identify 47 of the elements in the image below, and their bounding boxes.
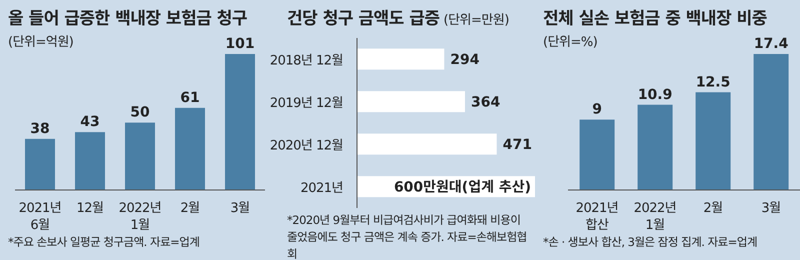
data-label: 10.9	[638, 86, 672, 103]
bar	[125, 122, 155, 190]
chart-subtitle: (단위=%)	[543, 35, 598, 50]
data-label: 9	[592, 102, 602, 118]
data-label: 17.4	[754, 36, 789, 52]
data-label: 61	[180, 90, 200, 106]
x-tick-label: 12월	[76, 201, 104, 216]
bar	[357, 91, 465, 112]
y-tick-label: 2020년 12월	[270, 138, 343, 154]
x-tick-label: 2022년 1월	[634, 201, 676, 233]
data-label: 38	[30, 120, 50, 137]
x-tick-label: 2022년 1월	[118, 201, 162, 233]
bar	[754, 54, 789, 190]
chart-title: 건당 청구 금액도 급증	[287, 9, 440, 29]
x-tick-label: 2021년 합산	[576, 201, 618, 233]
y-tick-label: 2021년	[300, 180, 343, 196]
bar	[175, 108, 205, 190]
bar	[580, 120, 615, 190]
x-tick-label: 2021년 6월	[18, 201, 62, 233]
text: *2020년 9월부터 비급여검사비가 급여화돼 비용이 줄었음에도 청구 금액은 계속 증가. 자료=손해보험협회	[287, 212, 528, 260]
data-label: 471	[502, 137, 532, 154]
bar	[638, 104, 673, 190]
text: *손 · 생보사 합산, 3월은 잠정 집계. 자료=업계	[543, 234, 758, 251]
chart-subtitle: (단위=억원)	[8, 35, 74, 50]
x-tick-label: 3월	[230, 201, 250, 216]
data-label: 294	[450, 52, 480, 68]
data-label: 364	[470, 94, 500, 111]
bar	[696, 92, 731, 190]
chart-subtitle: (단위=만원)	[444, 13, 509, 28]
x-tick-label: 2월	[703, 201, 723, 216]
bar	[357, 48, 444, 70]
data-label: 50	[130, 104, 150, 121]
bar	[25, 138, 55, 190]
bar	[75, 132, 105, 190]
y-tick-label: 2018년 12월	[270, 53, 343, 68]
chart-title: 올 들어 급증한 백내장 보험금 청구	[8, 9, 248, 29]
x-tick-label: 3월	[761, 201, 781, 216]
data-label: 12.5	[696, 74, 730, 90]
text: *주요 손보사 일평균 청구금액. 자료=업계	[8, 234, 200, 251]
x-tick-label: 2월	[180, 201, 200, 216]
bar	[225, 54, 255, 190]
data-label: 101	[225, 36, 255, 52]
bar	[357, 134, 497, 155]
data-label: 43	[80, 114, 100, 130]
chart-title: 전체 실손 보험금 중 백내장 비중	[543, 9, 767, 29]
data-label: 600만원대(업계 추산)	[394, 180, 531, 196]
y-tick-label: 2019년 12월	[270, 96, 343, 111]
